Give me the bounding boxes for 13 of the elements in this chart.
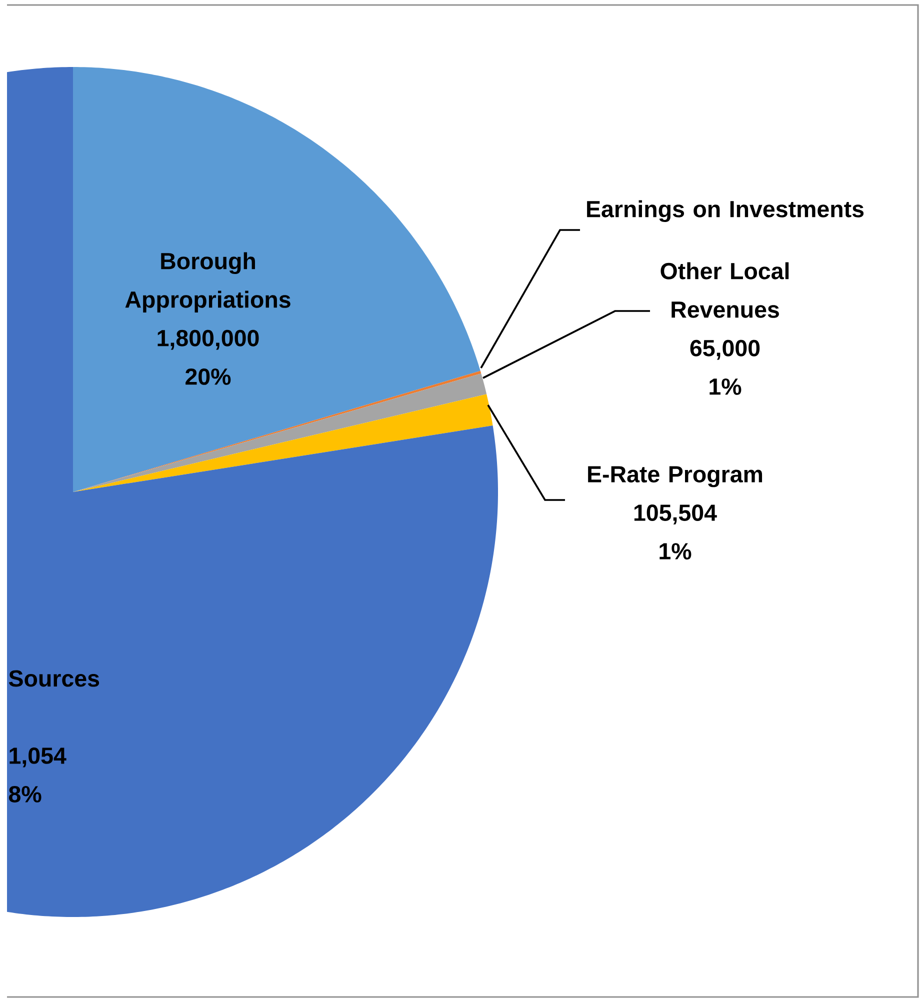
text: 105,504 [634, 504, 717, 524]
text: 20% [186, 368, 231, 385]
slice-label: Borough Appropriations [125, 252, 290, 312]
text: 8% [8, 786, 42, 802]
slice-label: Earnings on Investments [587, 200, 864, 222]
text: 1,054 [10, 747, 66, 768]
slice-label: E-Rate Program [588, 466, 762, 488]
slice-label: Sources [8, 670, 100, 687]
text: 1% [710, 378, 742, 395]
slice-label: Other Local Revenues [660, 262, 789, 318]
text: 1,800,000 [158, 330, 259, 350]
text: 65,000 [690, 340, 760, 360]
text: 1% [660, 543, 692, 560]
